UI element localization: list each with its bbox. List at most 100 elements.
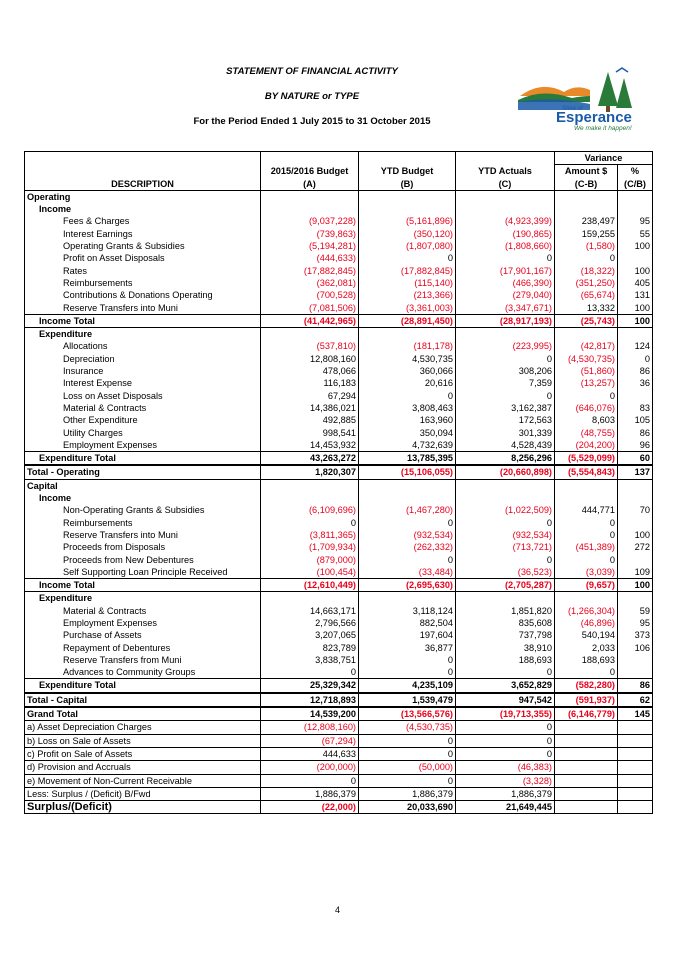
row-value-a: (22,000) — [260, 800, 359, 815]
row-description: Income — [24, 203, 261, 216]
row-value-v — [554, 800, 618, 815]
row-value-p: 86 — [617, 426, 653, 439]
row-value-c — [455, 479, 555, 480]
row-value-c: 1,886,379 — [455, 787, 555, 802]
row-value-v: (51,860) — [554, 365, 618, 378]
row-value-c: 188,693 — [455, 653, 555, 667]
row-value-v: 8,603 — [554, 414, 618, 427]
row-value-b: (2,695,630) — [358, 578, 456, 593]
row-description — [24, 591, 261, 593]
row-description: Employment Expenses — [24, 438, 261, 452]
row-value-v: (451,389) — [554, 541, 618, 554]
row-value-p: 100 — [617, 528, 653, 542]
row-description: Interest Earnings — [24, 227, 261, 241]
table-row: Surplus/(Deficit) (22,000) 20,033,690 21,64… — [24, 800, 653, 815]
row-value-a: 12,718,893 — [260, 692, 359, 708]
row-value-b: (1,467,280) — [358, 504, 456, 517]
row-value-v: (5,529,099) — [554, 451, 618, 466]
ytd-budget-sub-header: (B) — [358, 177, 456, 191]
row-value-v: (18,322) — [554, 264, 618, 277]
row-value-p: 100 — [617, 301, 653, 315]
row-description: Expenditure — [24, 328, 261, 341]
row-value-a: (7,081,506) — [260, 301, 359, 315]
row-value-p — [617, 720, 653, 735]
row-value-v: 0 — [554, 516, 618, 529]
row-value-v — [554, 747, 618, 762]
row-value-v — [554, 190, 618, 204]
row-value-b: 882,504 — [358, 616, 456, 630]
row-value-b: (3,361,003) — [358, 301, 456, 315]
table-row: Rates (17,882,845) (17,882,845) (17,901,167… — [24, 264, 653, 277]
table-row: Expenditure Total 43,263,272 13,785,395 8,2… — [24, 451, 653, 466]
row-value-c: (36,523) — [455, 565, 555, 579]
row-value-a: (739,863) — [260, 227, 359, 241]
row-value-b: 197,604 — [358, 629, 456, 642]
row-description: Repayment of Debentures — [24, 641, 261, 654]
row-value-b — [358, 203, 456, 216]
table-row: Reimbursements (362,081) (115,140) (466,390… — [24, 276, 653, 290]
row-value-c: 0 — [455, 747, 555, 762]
row-value-p: 86 — [617, 365, 653, 378]
table-row: Operating — [24, 190, 653, 204]
row-value-v: (646,076) — [554, 401, 618, 415]
row-value-v: 238,497 — [554, 215, 618, 228]
table-row — [24, 327, 653, 329]
row-description: Surplus/(Deficit) — [24, 800, 261, 815]
row-value-b: 163,960 — [358, 414, 456, 427]
variance-pct-sub-header: (C/B) — [617, 177, 653, 191]
table-row: c) Profit on Sale of Assets 444,633 0 0 — [24, 747, 653, 762]
svg-text:We make it happen!: We make it happen! — [574, 125, 632, 132]
row-value-a: 14,386,021 — [260, 401, 359, 415]
row-description: Expenditure Total — [24, 451, 261, 466]
table-row: Reserve Transfers into Muni (3,811,365) (9… — [24, 528, 653, 542]
row-description: Income Total — [24, 313, 261, 329]
row-value-b — [358, 190, 456, 204]
row-value-c: 737,798 — [455, 629, 555, 642]
row-value-a: (5,194,281) — [260, 240, 359, 253]
row-value-p: 272 — [617, 541, 653, 554]
row-description: Allocations — [24, 340, 261, 353]
row-value-v: (582,280) — [554, 678, 618, 693]
row-value-a: 14,539,200 — [260, 707, 359, 722]
row-value-b: 4,732,639 — [358, 438, 456, 452]
row-description: c) Profit on Sale of Assets — [24, 747, 261, 762]
row-description: Utility Charges — [24, 426, 261, 439]
row-value-c: 0 — [455, 734, 555, 748]
row-value-c: (1,022,509) — [455, 504, 555, 517]
table-row: Expenditure Total 25,329,342 4,235,109 3,65… — [24, 678, 653, 693]
row-description: Profit on Asset Disposals — [24, 252, 261, 265]
row-value-c — [455, 479, 555, 493]
row-value-v — [554, 774, 618, 788]
description-header: DESCRIPTION — [24, 177, 261, 191]
row-value-b: (115,140) — [358, 276, 456, 290]
row-value-b: 0 — [358, 653, 456, 667]
row-value-a — [260, 203, 359, 216]
row-value-a — [260, 327, 359, 329]
table-row: Other Expenditure 492,885 163,960 172,563 8,… — [24, 414, 653, 427]
row-value-b: 0 — [358, 747, 456, 762]
table-row: Repayment of Debentures 823,789 36,877 38,9… — [24, 641, 653, 654]
row-value-p — [617, 479, 653, 480]
row-value-p — [617, 800, 653, 815]
row-description: Capital — [24, 479, 261, 493]
row-value-c: 3,652,829 — [455, 678, 555, 693]
row-value-b: (13,566,576) — [358, 707, 456, 722]
table-row: Interest Earnings (739,863) (350,120) (190,… — [24, 227, 653, 241]
row-value-c: 835,608 — [455, 616, 555, 630]
row-value-a: (362,081) — [260, 276, 359, 290]
row-value-a: (200,000) — [260, 760, 359, 775]
row-value-p: 100 — [617, 240, 653, 253]
row-value-c: 3,162,387 — [455, 401, 555, 415]
row-value-v — [554, 479, 618, 493]
row-value-b: (33,484) — [358, 565, 456, 579]
row-value-v — [554, 203, 618, 216]
row-value-a: 0 — [260, 774, 359, 788]
row-value-a: 492,885 — [260, 414, 359, 427]
row-value-b: 350,094 — [358, 426, 456, 439]
table-row: Utility Charges 998,541 350,094 301,339 (48,… — [24, 426, 653, 439]
row-value-a: 12,808,160 — [260, 352, 359, 366]
row-value-v: 13,332 — [554, 301, 618, 315]
row-value-a: (12,610,449) — [260, 578, 359, 593]
table-row: Expenditure — [24, 592, 653, 605]
table-row: Material & Contracts 14,663,171 3,118,124 1… — [24, 604, 653, 617]
